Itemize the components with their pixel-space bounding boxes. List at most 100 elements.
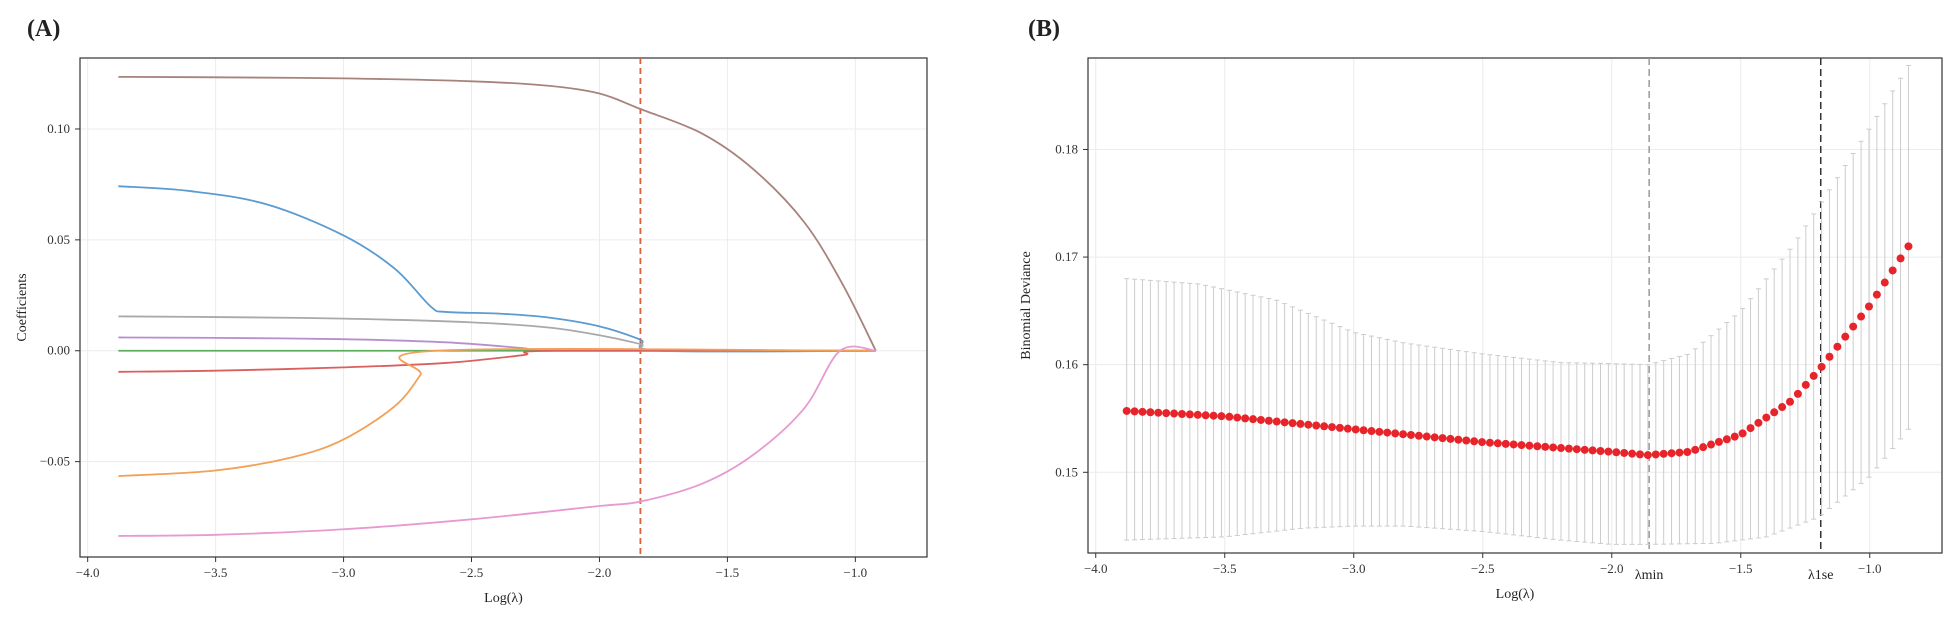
panel-label: (A) <box>27 16 60 42</box>
coefficient-path-2 <box>118 185 876 353</box>
deviance-point <box>1714 437 1723 446</box>
deviance-point <box>1722 435 1731 444</box>
deviance-point <box>1304 420 1313 429</box>
plot-frame <box>1087 57 1943 554</box>
x-tick-label: −3.0 <box>1342 561 1366 576</box>
deviance-point <box>1572 445 1581 454</box>
deviance-point <box>1312 421 1321 430</box>
deviance-point <box>1778 403 1787 412</box>
deviance-point <box>1501 439 1510 448</box>
deviance-point <box>1833 342 1842 351</box>
deviance-point <box>1707 440 1716 449</box>
deviance-point <box>1643 451 1652 460</box>
deviance-point <box>1754 418 1763 427</box>
deviance-point <box>1264 416 1273 425</box>
deviance-point <box>1849 322 1858 331</box>
deviance-point <box>1414 431 1423 440</box>
deviance-point <box>1462 436 1471 445</box>
deviance-point <box>1896 254 1905 263</box>
plot-frame <box>79 57 928 558</box>
deviance-point <box>1272 417 1281 426</box>
deviance-point <box>1391 429 1400 438</box>
deviance-point <box>1864 302 1873 311</box>
lambda-1se-label: λ1se <box>1808 568 1833 583</box>
deviance-point <box>1485 438 1494 447</box>
x-tick-label: −3.5 <box>204 565 228 580</box>
deviance-point <box>1825 352 1834 361</box>
deviance-point <box>1241 414 1250 423</box>
deviance-point <box>1122 406 1131 415</box>
deviance-point <box>1335 423 1344 432</box>
x-tick-label: −2.0 <box>588 565 612 580</box>
coefficient-path-1 <box>118 75 877 352</box>
deviance-point <box>1770 408 1779 417</box>
deviance-point <box>1675 448 1684 457</box>
deviance-point <box>1541 442 1550 451</box>
deviance-point <box>1383 428 1392 437</box>
deviance-point <box>1857 312 1866 321</box>
deviance-point <box>1343 424 1352 433</box>
x-tick-label: −3.0 <box>332 565 356 580</box>
deviance-point <box>1177 409 1186 418</box>
deviance-point <box>1225 412 1234 421</box>
deviance-point <box>1809 371 1818 380</box>
deviance-point <box>1872 290 1881 299</box>
deviance-point <box>1596 447 1605 456</box>
deviance-point <box>1328 423 1337 432</box>
deviance-point <box>1359 426 1368 435</box>
deviance-point <box>1691 445 1700 454</box>
deviance-point <box>1762 413 1771 422</box>
deviance-point <box>1249 415 1258 424</box>
y-tick-label: 0.17 <box>1055 249 1078 264</box>
deviance-point <box>1620 448 1629 457</box>
deviance-point <box>1841 332 1850 341</box>
deviance-point <box>1375 427 1384 436</box>
x-tick-label: −3.5 <box>1213 561 1237 576</box>
y-tick-label: 0.18 <box>1055 141 1078 156</box>
deviance-point <box>1146 408 1155 417</box>
deviance-point <box>1367 427 1376 436</box>
coefficient-path-8 <box>118 345 876 537</box>
deviance-point <box>1786 397 1795 406</box>
deviance-point <box>1438 434 1447 443</box>
y-tick-label: 0.05 <box>47 232 70 247</box>
deviance-point <box>1588 446 1597 455</box>
deviance-point <box>1454 435 1463 444</box>
x-tick-label: −1.5 <box>1729 561 1753 576</box>
deviance-point <box>1651 450 1660 459</box>
x-tick-label: −4.0 <box>76 565 100 580</box>
panel-a: (A) −4.0 −3.5 −3.0 −2.5 −2.0 −1.5 −1.0 −0.05 0.00… <box>15 16 928 606</box>
deviance-point <box>1635 450 1644 459</box>
deviance-point <box>1288 419 1297 428</box>
deviance-point <box>1351 425 1360 434</box>
deviance-point <box>1793 389 1802 398</box>
deviance-point <box>1730 432 1739 441</box>
deviance-point <box>1517 441 1526 450</box>
deviance-point <box>1201 411 1210 420</box>
deviance-point <box>1659 449 1668 458</box>
x-tick-label: −2.5 <box>460 565 484 580</box>
deviance-point <box>1525 441 1534 450</box>
y-axis-label: Coefficients <box>15 273 30 341</box>
deviance-point <box>1296 419 1305 428</box>
deviance-point <box>1904 242 1913 251</box>
deviance-point <box>1170 409 1179 418</box>
coefficient-path-6 <box>118 349 876 373</box>
deviance-point <box>1399 430 1408 439</box>
panel-label: (B) <box>1028 16 1060 42</box>
deviance-point <box>1557 444 1566 453</box>
lambda-min-label: λmin <box>1635 568 1664 583</box>
x-tick-label: −1.0 <box>1858 561 1882 576</box>
deviance-point <box>1667 449 1676 458</box>
deviance-point <box>1533 442 1542 451</box>
x-tick-label: −1.0 <box>844 565 868 580</box>
x-axis-label: Log(λ) <box>484 591 523 606</box>
deviance-point <box>1801 380 1810 389</box>
deviance-point <box>1549 443 1558 452</box>
x-tick-label: −2.0 <box>1600 561 1624 576</box>
coefficient-path-7 <box>118 348 876 477</box>
deviance-point <box>1564 444 1573 453</box>
y-axis-label: Binomial Deviance <box>1019 251 1034 359</box>
x-axis-label: Log(λ) <box>1496 587 1535 602</box>
